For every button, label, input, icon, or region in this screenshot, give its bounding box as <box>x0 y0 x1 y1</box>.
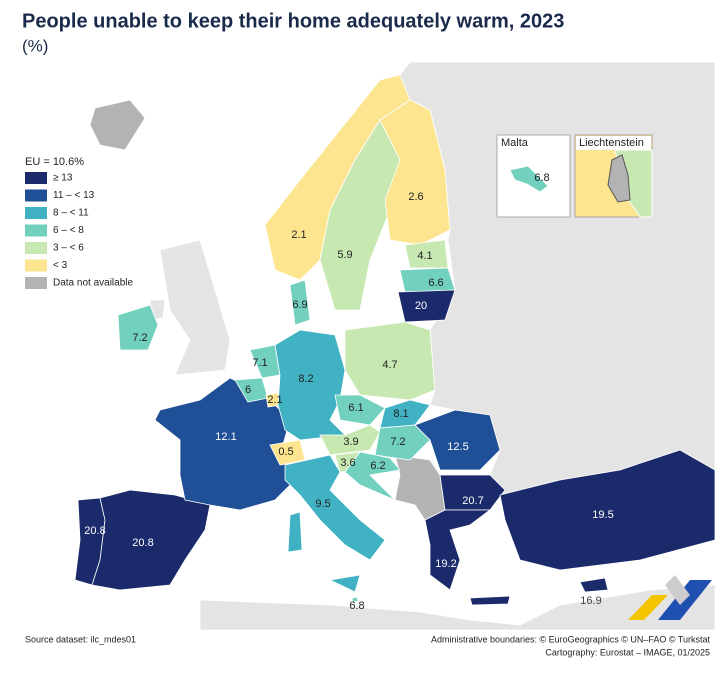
region <box>379 99 451 246</box>
value-label: 12.1 <box>215 431 236 443</box>
region <box>469 595 511 606</box>
value-label: 19.2 <box>435 558 456 570</box>
region <box>344 451 401 501</box>
subtitle: (%) <box>22 36 48 55</box>
region <box>499 449 716 571</box>
value-label: 7.2 <box>132 332 147 344</box>
iceland <box>89 99 146 151</box>
value-label: 19.5 <box>592 509 613 521</box>
value-label: 7.2 <box>390 436 405 448</box>
legend-label: 6 – < 8 <box>53 225 84 236</box>
value-label: 9.5 <box>315 498 330 510</box>
value-label: 4.1 <box>417 250 432 262</box>
region <box>351 596 359 603</box>
region <box>289 279 311 326</box>
inset-malta: Malta 6.8 <box>496 134 571 218</box>
value-label: 20.8 <box>84 525 105 537</box>
region <box>509 165 549 193</box>
value-label: 6.8 <box>534 172 549 184</box>
region <box>274 329 346 441</box>
value-label: 3.6 <box>340 457 355 469</box>
value-label: 8.2 <box>298 373 313 385</box>
legend-label: 8 – < 11 <box>53 208 89 219</box>
balkans-no-data <box>394 454 446 521</box>
legend-swatch <box>25 259 47 272</box>
value-label: 0.5 <box>278 446 293 458</box>
value-label: 20.8 <box>132 537 153 549</box>
value-label: 2.1 <box>267 394 282 406</box>
legend-swatch <box>25 242 47 254</box>
value-label: 6.9 <box>292 299 307 311</box>
credit: Administrative boundaries: © EuroGeograp… <box>431 634 711 644</box>
source: Source dataset: ilc_mdes01 <box>25 634 136 644</box>
legend: EU = 10.6% ≥ 13 11 – < 13 8 – < 11 6 – < 8 3… <box>25 156 133 289</box>
legend-swatch <box>25 172 47 184</box>
title: People unable to keep their home adequat… <box>22 10 564 32</box>
legend-label: Data not available <box>53 278 133 289</box>
legend-label: < 3 <box>53 260 68 271</box>
value-label: 2.6 <box>408 191 423 203</box>
value-label: 20.7 <box>462 495 483 507</box>
value-label: 20 <box>415 300 427 312</box>
region <box>379 399 431 429</box>
value-label: 3.9 <box>343 436 358 448</box>
value-label: 6 <box>245 384 251 396</box>
value-label: 7.1 <box>252 357 267 369</box>
region <box>269 439 306 466</box>
value-label: 16.9 <box>580 595 601 607</box>
region <box>414 409 501 471</box>
region <box>117 304 159 351</box>
region <box>328 574 361 593</box>
inset-liechtenstein: Liechtenstein <box>574 134 653 218</box>
legend-swatch <box>25 207 47 219</box>
region <box>424 509 492 591</box>
region <box>579 577 609 593</box>
credit: Cartography: Eurostat – IMAGE, 01/2025 <box>545 647 710 657</box>
value-label: 8.1 <box>393 408 408 420</box>
value-label: 6.8 <box>349 600 364 612</box>
region <box>284 454 386 561</box>
value-label: 12.5 <box>447 441 468 453</box>
legend-label: ≥ 13 <box>53 173 73 184</box>
value-labels: 20.8 20.8 12.1 7.2 6 7.1 2.1 8.2 6.9 2.1… <box>84 191 613 612</box>
region <box>439 474 506 511</box>
value-label: 4.7 <box>382 359 397 371</box>
legend-swatch <box>25 277 47 289</box>
value-label: 6.6 <box>428 277 443 289</box>
logo <box>628 575 712 620</box>
legend-swatch <box>25 189 47 202</box>
value-label: 6.2 <box>370 460 385 472</box>
region <box>344 321 436 401</box>
legend-swatch <box>25 224 47 237</box>
value-label: 5.9 <box>337 249 352 261</box>
region <box>287 511 303 553</box>
inset-title: Liechtenstein <box>579 137 644 149</box>
regions <box>74 74 716 606</box>
region <box>91 489 211 591</box>
region <box>334 394 386 426</box>
region <box>374 424 431 461</box>
legend-label: 11 – < 13 <box>53 190 95 201</box>
value-label: 6.1 <box>348 402 363 414</box>
value-label: 2.1 <box>291 229 306 241</box>
region <box>397 289 456 323</box>
inset-title: Malta <box>501 137 529 149</box>
legend-label: 3 – < 6 <box>53 243 84 254</box>
legend-title: EU = 10.6% <box>25 156 84 168</box>
